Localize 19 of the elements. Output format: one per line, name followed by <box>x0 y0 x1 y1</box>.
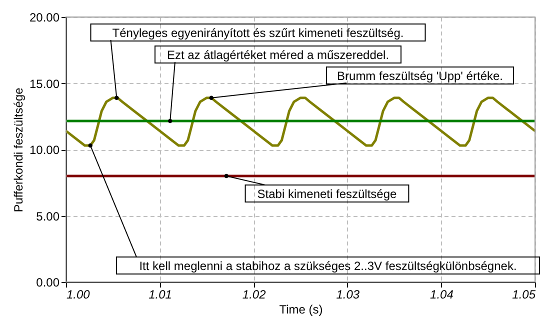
y-axis-title: Pufferkondi feszültsége <box>11 87 26 212</box>
x-tick-label: 1.04 <box>430 288 454 302</box>
y-tick-label: 10.00 <box>29 143 60 157</box>
x-tick-label: 1.05 <box>512 288 536 302</box>
annotation: Itt kell meglenni a stabihoz a szükséges 2..3V feszültségkülönbségnek. <box>139 259 517 273</box>
x-axis-title: Time (s) <box>279 302 323 316</box>
x-tick-label: 1.01 <box>148 288 172 302</box>
x-tick-label: 1.00 <box>66 288 90 302</box>
line-series <box>64 96 536 148</box>
x-tick-label: 1.02 <box>242 288 266 302</box>
annotation: Tényleges egyenirányított és szűrt kimeneti feszültség. <box>112 26 404 40</box>
y-tick-label: 5.00 <box>36 209 60 224</box>
x-tick-label: 1.03 <box>336 288 360 302</box>
annotation: Brumm feszültség 'Upp' értéke. <box>337 69 503 83</box>
y-tick-label: 15.00 <box>29 76 60 91</box>
y-tick-label: 20.00 <box>29 10 60 24</box>
annotation: Stabi kimeneti feszültsége <box>257 187 398 201</box>
y-tick-label: 0.00 <box>36 276 60 290</box>
annotation: Ezt az átlagértéket méred a műszereddel. <box>166 48 390 62</box>
